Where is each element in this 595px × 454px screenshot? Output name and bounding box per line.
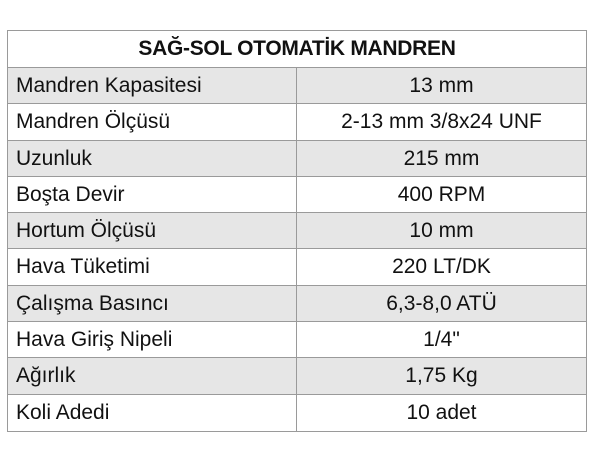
spec-value: 6,3-8,0 ATÜ xyxy=(386,291,497,315)
spec-label: Çalışma Basıncı xyxy=(8,285,297,322)
spec-table: SAĞ-SOL OTOMATİK MANDREN Mandren Kapasit… xyxy=(7,30,587,432)
table-row: Hava Giriş Nipeli 1/4" xyxy=(8,322,586,359)
table-row: Hortum Ölçüsü 10 mm xyxy=(8,213,586,250)
table-row: Koli Adedi 10 adet xyxy=(8,394,586,431)
table-row: Hava Tüketimi 220 LT/DK xyxy=(8,249,586,286)
spec-label: Koli Adedi xyxy=(8,394,297,431)
table-row: Mandren Kapasitesi 13 mm xyxy=(8,68,586,105)
spec-value: 1/4" xyxy=(423,328,460,352)
spec-label: Mandren Kapasitesi xyxy=(8,68,297,104)
table-row: Çalışma Basıncı 6,3-8,0 ATÜ xyxy=(8,285,586,323)
spec-value: 10 adet xyxy=(406,400,477,424)
spec-label: Boşta Devir xyxy=(8,176,297,213)
spec-label: Uzunluk xyxy=(8,140,297,176)
spec-value: 215 mm xyxy=(403,146,480,170)
spec-label: Mandren Ölçüsü xyxy=(8,104,297,140)
spec-value: 400 RPM xyxy=(397,182,486,206)
spec-label: Hava Tüketimi xyxy=(8,249,297,285)
spec-label: Ağırlık xyxy=(8,358,297,394)
spec-label: Hava Giriş Nipeli xyxy=(8,322,297,358)
spec-value: 10 mm xyxy=(409,219,474,243)
spec-value: 220 LT/DK xyxy=(392,255,491,279)
spec-value: 1,75 Kg xyxy=(405,364,478,388)
table-row: Ağırlık 1,75 Kg xyxy=(8,358,586,395)
spec-label: Hortum Ölçüsü xyxy=(8,213,297,249)
table-row: Uzunluk 215 mm xyxy=(8,140,586,177)
spec-value: 13 mm xyxy=(409,74,474,97)
table-title: SAĞ-SOL OTOMATİK MANDREN xyxy=(8,31,586,68)
spec-value: 2-13 mm 3/8x24 UNF xyxy=(341,110,542,134)
table-row: Mandren Ölçüsü 2-13 mm 3/8x24 UNF xyxy=(8,104,586,141)
table-row: Boşta Devir 400 RPM xyxy=(8,176,586,214)
